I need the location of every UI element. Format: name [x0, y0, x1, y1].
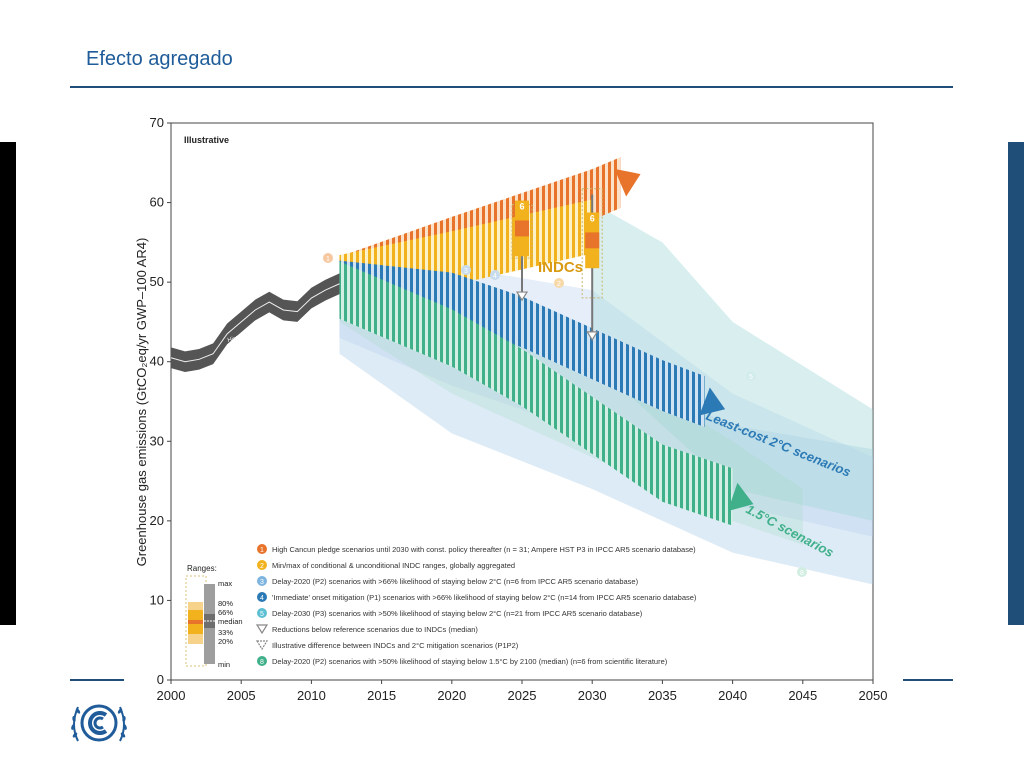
bar-marker-label: 6 — [519, 202, 524, 212]
range-min: min — [218, 660, 230, 669]
legend-item: 5 Delay-2030 (P3) scenarios with >50% li… — [257, 608, 643, 618]
x-tick-label: 2045 — [788, 688, 817, 703]
arrowhead-least_cost — [699, 387, 726, 416]
legend-text: Illustrative difference between INDCs an… — [272, 641, 519, 650]
x-tick-label: 2010 — [297, 688, 326, 703]
ranges-title: Ranges: — [187, 564, 217, 573]
legend-text: Delay-2020 (P2) scenarios with >66% like… — [272, 577, 639, 586]
down-triangle-icon — [255, 624, 269, 635]
legend-num: 4 — [260, 595, 264, 602]
marker-8: 8 — [800, 570, 804, 577]
down-triangle-icon — [586, 331, 599, 341]
legend-text: Delay-2030 (P3) scenarios with >50% like… — [272, 609, 643, 618]
indc-bar-markers: 66 — [511, 188, 603, 341]
legend-item: 3 Delay-2020 (P2) scenarios with >66% li… — [257, 576, 639, 586]
legend-item: Reductions below reference scenarios due… — [255, 624, 478, 635]
range-80: 80% — [218, 599, 233, 608]
x-tick-label: 2040 — [718, 688, 747, 703]
x-tick-label: 2005 — [227, 688, 256, 703]
legend-num: 2 — [260, 563, 264, 570]
numbered-markers: 1 2 3 4 5 8 — [323, 253, 807, 577]
range-band-p3 — [592, 202, 873, 521]
legend-item: 1 High Cancun pledge scenarios until 203… — [257, 544, 696, 554]
ribbon-one_five — [339, 261, 733, 526]
legend-text: High Cancun pledge scenarios until 2030 … — [272, 545, 696, 554]
y-tick-label: 30 — [150, 433, 164, 448]
x-tick-label: 2000 — [157, 688, 186, 703]
marker-1: 1 — [326, 256, 330, 263]
y-tick-label: 10 — [150, 592, 164, 607]
legend-num: 8 — [260, 659, 264, 666]
historical-band — [171, 273, 340, 373]
legend-item: 4 'Immediate' onset mitigation (P1) scen… — [257, 592, 697, 602]
legend-num: 1 — [260, 547, 264, 554]
slide-title: Efecto agregado — [86, 48, 233, 70]
historical-series — [170, 273, 340, 373]
bar-marker-median — [585, 232, 600, 249]
range-median: median — [218, 617, 243, 626]
bar-marker: 6 — [581, 188, 603, 341]
illustrative-tag: Illustrative — [184, 135, 229, 145]
legend-text: 'Immediate' onset mitigation (P1) scenar… — [272, 593, 697, 602]
arrowhead-one_five — [727, 482, 754, 512]
bar-marker-label: 6 — [590, 214, 595, 224]
y-tick-label: 70 — [150, 115, 164, 130]
bar-marker: 6 — [511, 200, 533, 302]
x-tick-label: 2020 — [437, 688, 466, 703]
marker-4: 4 — [493, 273, 497, 280]
emissions-chart: 66 2000 2005 2010 2015 2020 2025 2030 2035 2040 2… — [134, 115, 888, 703]
y-tick-label: 40 — [150, 354, 164, 369]
left-edge-bar — [0, 142, 16, 625]
footer-rule-right — [903, 679, 953, 681]
x-tick-label: 2030 — [578, 688, 607, 703]
range-33: 33% — [218, 628, 233, 637]
bar-marker-median — [515, 220, 529, 237]
legend-item: 2 Min/max of conditional & unconditional… — [257, 560, 515, 570]
right-edge-bar — [1008, 142, 1024, 625]
down-triangle-icon — [255, 640, 269, 651]
x-tick-label: 2035 — [648, 688, 677, 703]
unfccc-logo — [71, 704, 127, 742]
down-triangle-icon — [515, 291, 529, 302]
x-tick-label: 2015 — [367, 688, 396, 703]
y-tick-label: 0 — [157, 672, 164, 687]
x-tick-label: 2025 — [508, 688, 537, 703]
marker-5: 5 — [749, 374, 753, 381]
legend-item: 8 Delay-2020 (P2) scenarios with >50% li… — [257, 656, 668, 666]
y-axis-label: Greenhouse gas emissions (GtCO₂eq/yr GWP… — [134, 238, 149, 567]
range-20: 20% — [218, 637, 233, 646]
legend-item: Illustrative difference between INDCs an… — [255, 640, 519, 651]
legend-num: 5 — [260, 611, 264, 618]
range-max: max — [218, 579, 232, 588]
legend-text: Min/max of conditional & unconditional I… — [272, 561, 515, 570]
marker-3: 3 — [464, 268, 468, 275]
footer-rule-left — [70, 679, 124, 681]
range-66: 66% — [218, 608, 233, 617]
title-rule — [70, 86, 953, 88]
marker-2: 2 — [557, 281, 561, 288]
y-tick-label: 60 — [150, 195, 164, 210]
y-axis-ticks: 0 10 20 30 40 50 60 70 — [150, 115, 171, 687]
y-tick-label: 20 — [150, 513, 164, 528]
x-tick-label: 2050 — [859, 688, 888, 703]
y-tick-label: 50 — [150, 274, 164, 289]
legend-text: Reductions below reference scenarios due… — [272, 625, 478, 634]
historical-line — [170, 283, 340, 363]
x-axis-ticks: 2000 2005 2010 2015 2020 2025 2030 2035 2040 2045… — [157, 680, 888, 703]
legend-text: Delay-2020 (P2) scenarios with >50% like… — [272, 657, 668, 666]
label-indcs: INDCs — [538, 259, 583, 276]
bar-marker-outline — [581, 188, 603, 299]
legend-num: 3 — [260, 579, 264, 586]
ranges-box: Ranges: max 80% 66% median 33% 20% min — [185, 564, 243, 669]
chart-legend: 1 High Cancun pledge scenarios until 203… — [255, 544, 697, 666]
scenario-ribbons — [339, 157, 754, 526]
arrowhead-pre_indc — [614, 168, 641, 197]
